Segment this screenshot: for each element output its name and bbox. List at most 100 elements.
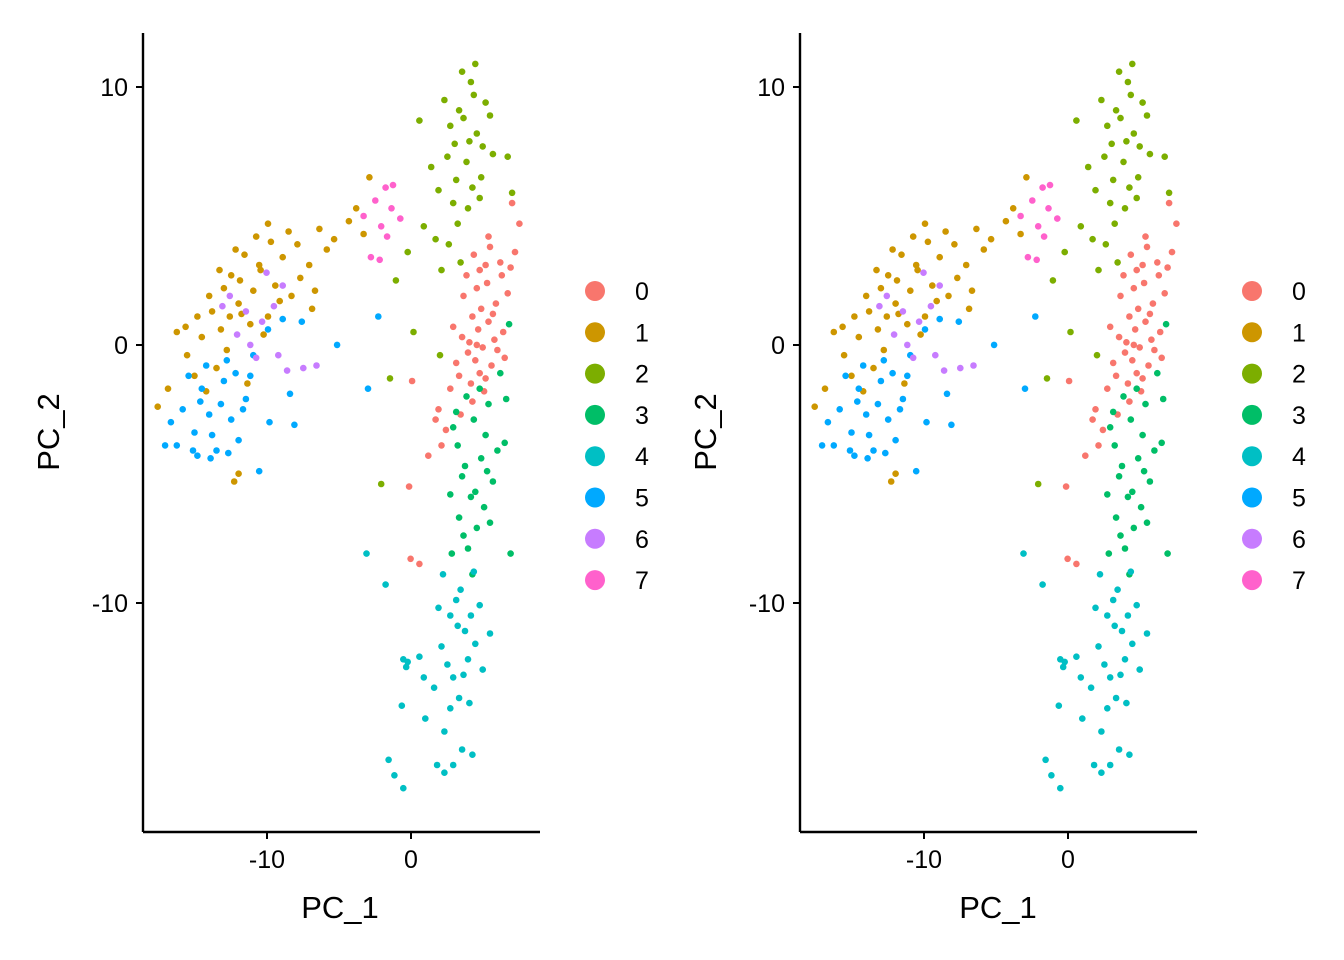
- left-point-cluster-3: [461, 462, 469, 470]
- right-point-cluster-0: [1158, 354, 1165, 362]
- left-y-tick-label-0: 0: [114, 332, 128, 360]
- right-point-cluster-4: [1101, 661, 1108, 668]
- right-point-cluster-6: [904, 341, 911, 349]
- left-point-cluster-1: [154, 403, 161, 411]
- left-y-axis-title: PC_2: [31, 393, 66, 471]
- right-point-cluster-2: [1120, 158, 1127, 166]
- right-point-cluster-7: [1039, 184, 1046, 191]
- left-point-cluster-2: [489, 150, 497, 158]
- right-point-cluster-0: [1154, 259, 1161, 266]
- left-point-cluster-1: [227, 272, 235, 279]
- left-point-cluster-2: [438, 266, 445, 274]
- left-point-cluster-1: [250, 287, 257, 295]
- left-point-cluster-5: [279, 315, 287, 323]
- right-point-cluster-0: [1149, 300, 1157, 307]
- right-point-cluster-3: [1121, 545, 1129, 552]
- right-point-cluster-2: [1117, 114, 1124, 122]
- left-y-tick-label-10: 10: [100, 74, 128, 102]
- left-point-cluster-4: [461, 627, 469, 635]
- right-point-cluster-4: [1109, 596, 1117, 604]
- left-point-cluster-7: [376, 256, 384, 264]
- left-point-cluster-4: [402, 663, 410, 671]
- left-point-cluster-1: [272, 282, 279, 289]
- right-point-cluster-1: [987, 235, 995, 243]
- right-point-cluster-2: [1089, 235, 1096, 243]
- left-point-cluster-4: [486, 630, 494, 637]
- left-point-cluster-5: [220, 377, 228, 385]
- left-point-cluster-2: [458, 68, 466, 75]
- right-point-cluster-0: [1129, 357, 1136, 364]
- left-point-cluster-1: [183, 351, 191, 359]
- left-point-cluster-5: [247, 372, 254, 380]
- left-point-cluster-0: [432, 416, 439, 423]
- left-point-cluster-0: [469, 398, 476, 405]
- left-point-cluster-6: [258, 318, 266, 326]
- left-legend-label-5: 5: [635, 485, 649, 513]
- right-x-axis-title: PC_1: [959, 890, 1037, 925]
- right-point-cluster-2: [1123, 138, 1130, 145]
- left-point-cluster-2: [466, 138, 473, 145]
- left-point-cluster-2: [420, 223, 428, 230]
- right-point-cluster-1: [942, 228, 949, 235]
- left-panel: 10 0 -10 -10 0 PC_1 PC_2 0 1 2 3 4 5 6 7: [31, 33, 649, 925]
- right-point-cluster-0: [1164, 264, 1171, 271]
- left-point-cluster-3: [448, 550, 456, 557]
- left-point-cluster-0: [477, 305, 485, 313]
- right-point-cluster-5: [955, 318, 963, 326]
- right-point-cluster-3: [1109, 408, 1117, 416]
- left-point-cluster-6: [279, 282, 287, 289]
- right-point-cluster-0: [1133, 266, 1140, 274]
- left-point-cluster-5: [255, 467, 263, 475]
- left-point-cluster-1: [235, 300, 242, 307]
- left-point-cluster-1: [352, 205, 360, 212]
- right-point-cluster-0: [1140, 279, 1148, 287]
- right-point-cluster-6: [883, 292, 891, 300]
- right-point-cluster-0: [1082, 452, 1089, 460]
- right-point-cluster-1: [874, 326, 882, 333]
- left-point-cluster-5: [333, 341, 341, 349]
- left-point-cluster-0: [497, 259, 504, 266]
- left-point-cluster-4: [464, 656, 472, 663]
- right-point-cluster-0: [1120, 272, 1127, 279]
- right-legend-label-7: 7: [1292, 567, 1306, 595]
- right-point-cluster-1: [904, 320, 911, 328]
- right-point-cluster-2: [1136, 143, 1143, 150]
- right-point-cluster-4: [1057, 784, 1064, 792]
- left-point-cluster-2: [449, 199, 457, 207]
- left-point-cluster-3: [458, 473, 466, 480]
- left-point-cluster-2: [455, 107, 463, 114]
- right-point-cluster-3: [1137, 503, 1145, 511]
- right-point-cluster-5: [865, 431, 873, 439]
- right-point-cluster-1: [909, 233, 917, 240]
- left-point-cluster-5: [213, 447, 220, 454]
- right-point-cluster-2: [1061, 248, 1068, 256]
- right-point-cluster-1: [968, 287, 976, 295]
- right-point-cluster-4: [1077, 674, 1085, 681]
- left-point-cluster-4: [382, 581, 389, 588]
- left-point-cluster-2: [467, 78, 475, 86]
- right-point-cluster-5: [836, 406, 843, 413]
- left-point-cluster-3: [472, 488, 479, 496]
- right-point-cluster-0: [1143, 243, 1151, 251]
- right-point-cluster-6: [932, 351, 939, 359]
- left-point-cluster-4: [469, 751, 476, 758]
- left-point-cluster-4: [438, 643, 445, 650]
- right-point-cluster-2: [1106, 199, 1114, 207]
- right-point-cluster-7: [1046, 181, 1054, 189]
- left-point-cluster-1: [257, 266, 264, 274]
- left-point-cluster-2: [427, 163, 435, 171]
- left-point-cluster-3: [505, 320, 513, 328]
- left-point-cluster-0: [485, 318, 492, 326]
- right-point-cluster-4: [1098, 728, 1105, 735]
- left-point-cluster-1: [276, 297, 284, 305]
- left-point-cluster-2: [473, 130, 481, 137]
- left-point-cluster-3: [460, 532, 467, 539]
- right-point-cluster-4: [1020, 550, 1027, 557]
- left-point-cluster-5: [298, 318, 306, 326]
- right-point-cluster-3: [1143, 519, 1151, 526]
- left-point-cluster-2: [463, 158, 470, 166]
- right-point-cluster-1: [1017, 230, 1024, 238]
- left-point-cluster-2: [444, 153, 451, 160]
- left-point-cluster-2: [472, 60, 479, 68]
- left-legend-label-4: 4: [635, 443, 649, 471]
